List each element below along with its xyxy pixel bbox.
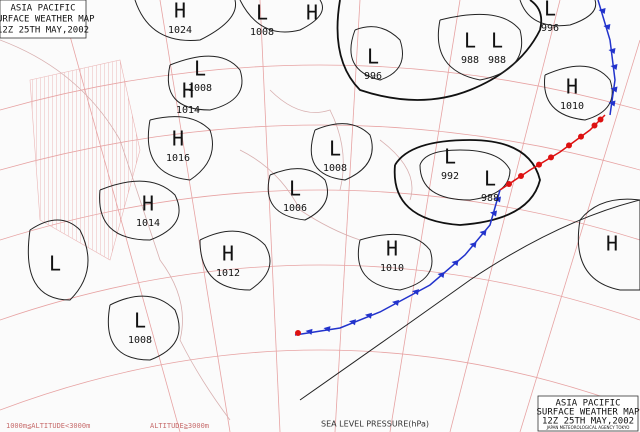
- center-letter: H: [386, 237, 398, 261]
- cold-front-symbol: [490, 210, 497, 217]
- center-letter: L: [484, 167, 496, 191]
- center-pressure: 1012: [216, 268, 240, 279]
- center-pressure: 996: [364, 71, 382, 82]
- warm-front-symbol: [566, 142, 572, 149]
- header-line: 12Z 25TH MAY,2002: [0, 26, 89, 36]
- warm-front-symbol: [548, 154, 554, 161]
- cold-front-symbol: [479, 230, 487, 236]
- footer-line: 12Z 25TH MAY,2002: [542, 417, 634, 427]
- center-letter: H: [566, 75, 578, 99]
- center-letter: L: [289, 177, 301, 201]
- center-letter: L: [367, 45, 379, 69]
- center-pressure: 1006: [283, 203, 307, 214]
- isobars: [27, 0, 640, 401]
- center-pressure: 1024: [168, 25, 192, 36]
- warm-front-symbol: [536, 161, 542, 168]
- legend-altitude-low: 1000m≦ALTITUDE<3000m: [6, 422, 90, 430]
- center-pressure: 1010: [560, 101, 584, 112]
- cold-front-symbol: [349, 319, 356, 326]
- cold-front-symbol: [469, 242, 477, 248]
- center-pressure: 1014: [136, 218, 160, 229]
- footer-box: ASIA PACIFIC SURFACE WEATHER MAP 12Z 25T…: [537, 395, 640, 432]
- warm-front-symbol: [518, 173, 524, 179]
- fronts: [294, 0, 618, 336]
- center-pressure: 992: [441, 171, 459, 182]
- center-pressure: 1008: [250, 27, 274, 38]
- center-letter: H: [606, 232, 618, 256]
- warm-front-symbol: [578, 133, 584, 140]
- center-pressure: 988: [461, 55, 479, 66]
- header-line: ASIA PACIFIC: [10, 4, 75, 14]
- center-pressure: 1008: [188, 83, 212, 94]
- center-pressure: 988: [481, 193, 499, 204]
- center-letter: L: [491, 29, 503, 53]
- cold-front-symbol: [451, 260, 459, 266]
- center-pressure: 1016: [166, 153, 190, 164]
- header-box: ASIA PACIFIC SURFACE WEATHER MAP 12Z 25T…: [0, 0, 95, 39]
- warm-front-symbol: [597, 116, 604, 123]
- coastlines: [0, 39, 413, 421]
- center-letter: L: [329, 137, 341, 161]
- agency: JAPAN METEOROLOGICAL AGENCY TOKYO: [546, 425, 630, 430]
- axis-label: SEA LEVEL PRESSURE(hPa): [321, 420, 429, 429]
- altitude-hatching: [29, 59, 141, 261]
- cold-front-symbol: [494, 196, 501, 203]
- center-letter: H: [172, 127, 184, 151]
- footer-line: SURFACE WEATHER MAP: [537, 408, 640, 418]
- center-letter: H: [142, 192, 154, 216]
- center-letter: L: [194, 57, 206, 81]
- center-letter: H: [174, 0, 186, 23]
- center-pressure: 1008: [323, 163, 347, 174]
- center-pressure: 988: [488, 55, 506, 66]
- legend-altitude-high: ALTITUDE≧3000m: [150, 422, 209, 430]
- cold-front-symbol: [610, 64, 618, 70]
- cold-front-symbol: [412, 289, 419, 296]
- cold-front-symbol: [610, 86, 618, 93]
- center-pressure: 996: [541, 23, 559, 34]
- center-letter: H: [182, 79, 194, 103]
- center-letter: L: [544, 0, 556, 21]
- warm-front-symbol: [591, 122, 598, 129]
- center-letter: L: [134, 309, 146, 333]
- cold-front-symbol: [323, 326, 331, 333]
- header-line: SURFACE WEATHER MAP: [0, 15, 95, 25]
- center-pressure: 1014: [176, 105, 200, 116]
- front-line: [294, 189, 501, 336]
- warm-front-symbol: [295, 330, 301, 336]
- center-letter: L: [256, 1, 268, 25]
- cold-front-symbol: [365, 312, 372, 319]
- cold-front-symbol: [608, 48, 616, 54]
- warm-front-symbol: [506, 181, 512, 187]
- cold-front-symbol: [437, 272, 445, 278]
- cold-front-symbol: [305, 328, 313, 335]
- center-pressure: 1010: [380, 263, 404, 274]
- center-letter: H: [222, 242, 234, 266]
- center-pressure: 1008: [128, 335, 152, 346]
- center-letter: L: [444, 145, 456, 169]
- footer-line: ASIA PACIFIC: [555, 399, 620, 409]
- cold-front-symbol: [603, 24, 611, 30]
- center-letter: L: [464, 29, 476, 53]
- cold-front-symbol: [392, 299, 399, 306]
- center-letter: L: [49, 252, 61, 276]
- front-line: [597, 0, 616, 116]
- cold-front-symbol: [608, 100, 616, 107]
- cold-front-symbol: [598, 8, 606, 14]
- center-letter: H: [306, 1, 318, 25]
